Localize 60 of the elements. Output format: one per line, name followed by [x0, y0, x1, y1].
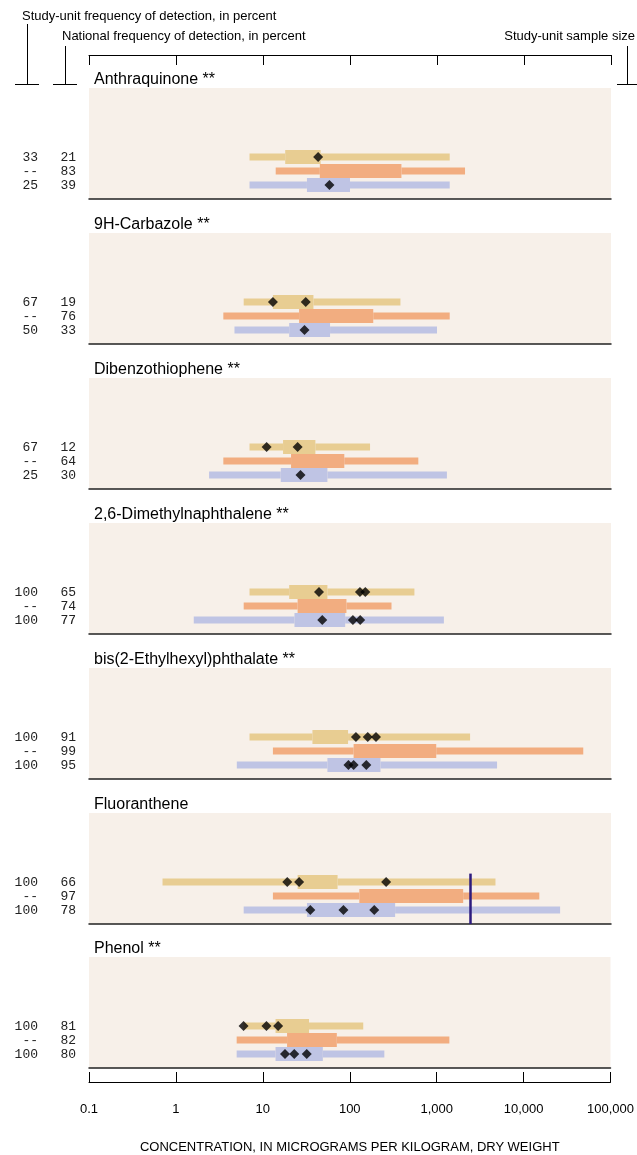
y2-tick-label: --: [22, 743, 38, 759]
y-tick-label: 91: [60, 729, 77, 745]
y-tick-label: 66: [60, 874, 76, 890]
y-tick-label: 39: [60, 177, 76, 193]
y2-tick-label: 100: [14, 1046, 38, 1062]
y-tick-label: 74: [60, 598, 77, 614]
y2-tick-label: 100: [14, 874, 38, 890]
y-tick-label: 64: [60, 453, 77, 469]
y2-tick-label: 100: [14, 1018, 38, 1034]
y2-tick-label: 67: [22, 294, 38, 310]
y2-tick-label: --: [22, 453, 38, 469]
x-tick-label: 1,000: [420, 1101, 453, 1116]
y-tick-label: 21: [60, 149, 77, 165]
text: Study-unit sample size: [504, 28, 635, 43]
y2-tick-label: 67: [22, 439, 38, 455]
y-tick-label: 80: [60, 1046, 76, 1062]
x-tick-label: 10: [255, 1101, 271, 1116]
chart-title: 9H-Carbazole **: [94, 214, 210, 232]
x-tick-label: 0.1: [79, 1101, 99, 1116]
y2-tick-label: 33: [22, 149, 38, 165]
y-tick-label: 76: [60, 308, 76, 324]
chart-title: Phenol **: [94, 938, 161, 956]
y2-tick-label: 100: [14, 612, 38, 628]
chart-title: Dibenzothiophene **: [94, 359, 240, 377]
y2-tick-label: 25: [22, 177, 38, 193]
x-tick-label: 1: [172, 1101, 180, 1116]
y-tick-label: 81: [60, 1018, 77, 1034]
y2-tick-label: 25: [22, 467, 38, 483]
y-tick-label: 95: [60, 757, 76, 773]
y2-tick-label: --: [22, 308, 38, 324]
y2-tick-label: 100: [14, 729, 38, 745]
y-tick-label: 83: [60, 163, 76, 179]
x-tick-label: 10,000: [503, 1101, 544, 1116]
y-tick-label: 97: [60, 888, 76, 904]
y2-tick-label: --: [22, 163, 38, 179]
y2-tick-label: --: [22, 598, 38, 614]
y-tick-label: 78: [60, 902, 76, 918]
chart-title: Fluoranthene: [94, 794, 189, 812]
x-tick-label: 100: [338, 1101, 361, 1116]
y2-tick-label: 100: [14, 757, 38, 773]
text: Study-unit frequency of detection, in percent: [22, 8, 277, 23]
chart-title: Anthraquinone **: [94, 69, 215, 87]
chart-title: bis(2-Ethylhexyl)phthalate **: [94, 649, 295, 667]
x-tick-label: 100,000: [587, 1101, 634, 1116]
y-tick-label: 77: [60, 612, 76, 628]
y-tick-label: 19: [60, 294, 76, 310]
y2-tick-label: 100: [14, 902, 38, 918]
y2-tick-label: 100: [14, 584, 38, 600]
y2-tick-label: --: [22, 888, 38, 904]
y-tick-label: 82: [60, 1032, 76, 1048]
x-axis-title: CONCENTRATION, IN MICROGRAMS PER KILOGRAM, DRY WEIGHT: [139, 1139, 560, 1154]
y-tick-label: 99: [60, 743, 76, 759]
y2-tick-label: --: [22, 1032, 38, 1048]
y-tick-label: 33: [60, 322, 76, 338]
y-tick-label: 30: [60, 467, 76, 483]
text: National frequency of detection, in percent: [62, 28, 306, 43]
y2-tick-label: 50: [22, 322, 38, 338]
y-tick-label: 65: [60, 584, 76, 600]
chart-title: 2,6-Dimethylnaphthalene **: [94, 504, 289, 522]
y-tick-label: 12: [60, 439, 76, 455]
